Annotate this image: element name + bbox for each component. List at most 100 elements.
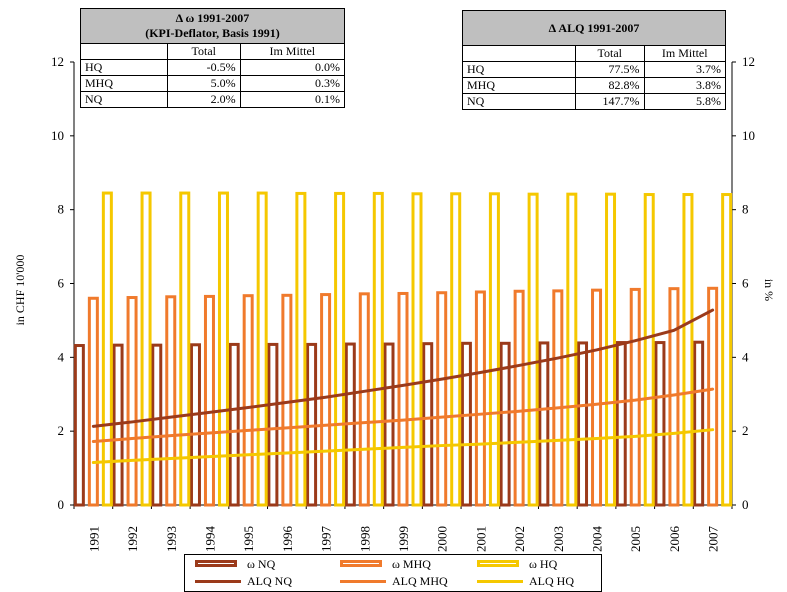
x-tick-label: 2003 (551, 526, 566, 552)
table-row: MHQ 5.0% 0.3% (80, 75, 346, 92)
x-tick-label: 2007 (706, 526, 721, 553)
bar (256, 191, 268, 507)
alq-change-table: Δ ALQ 1991-2007 Total Im Mittel HQ 77.5%… (462, 10, 727, 110)
y-tick-label-right: 8 (742, 202, 749, 217)
x-tick-label: 1994 (202, 526, 217, 553)
bar (643, 193, 655, 507)
tick-labels: 0 0 2 2 4 4 6 6 8 8 10 10 12 12 1991 1992 1993 1994 1995 19… (51, 54, 755, 552)
bar (654, 341, 666, 507)
row-total: 5.0% (167, 75, 241, 92)
series-line (91, 308, 715, 428)
bar (538, 341, 550, 507)
legend-label: ω HQ (529, 557, 558, 571)
bar (460, 341, 472, 507)
bar (295, 191, 307, 507)
legend-label: ω NQ (247, 557, 276, 571)
bar (577, 341, 589, 507)
row-total: 2.0% (167, 91, 241, 108)
table-row: NQ 147.7% 5.8% (462, 93, 727, 110)
row-total: 82.8% (575, 77, 645, 94)
bar (140, 191, 152, 507)
omega-table-corner (80, 43, 168, 60)
x-tick-label: 1996 (280, 526, 295, 553)
bar (513, 289, 525, 507)
alq-col-total: Total (575, 45, 645, 62)
legend-label: ALQ MHQ (392, 574, 448, 588)
alq-col-mean: Im Mittel (643, 45, 727, 62)
bar (605, 192, 617, 507)
legend-swatch-alq-nq (195, 580, 241, 583)
row-label: NQ (80, 91, 168, 108)
bar (267, 342, 279, 507)
bar (101, 191, 113, 507)
row-mean: 0.0% (239, 59, 346, 76)
row-total: 77.5% (575, 61, 645, 78)
y-axis-right-label: in % (762, 279, 776, 301)
bar (189, 343, 201, 507)
row-total: -0.5% (167, 59, 241, 76)
bar (411, 192, 423, 507)
row-mean: 5.8% (643, 93, 727, 110)
omega-table-title-line2: (KPI-Deflator, Basis 1991) (145, 26, 280, 40)
y-tick-label-left: 6 (58, 276, 65, 291)
x-tick-label: 1995 (241, 526, 256, 552)
bar (334, 191, 346, 507)
row-mean: 3.8% (643, 77, 727, 94)
x-tick-label: 1992 (125, 526, 140, 552)
omega-col-mean: Im Mittel (239, 43, 346, 60)
x-tick-label: 2004 (590, 526, 605, 553)
bar (217, 191, 229, 507)
bar (693, 340, 705, 507)
bar (527, 192, 539, 507)
y-tick-label-right: 10 (742, 128, 755, 143)
y-tick-label-right: 4 (742, 349, 749, 364)
row-label: HQ (462, 61, 576, 78)
legend-swatch-omega-mhq (340, 560, 382, 567)
bar (682, 193, 694, 507)
table-row: HQ 77.5% 3.7% (462, 61, 727, 78)
table-row: NQ 2.0% 0.1% (80, 91, 346, 108)
alq-table-title: Δ ALQ 1991-2007 (462, 10, 726, 46)
row-mean: 0.1% (239, 91, 346, 108)
legend-label: ω MHQ (392, 557, 431, 571)
bar (165, 295, 177, 507)
bar (320, 293, 332, 507)
x-tick-label: 1998 (357, 526, 372, 552)
bar (203, 294, 215, 507)
omega-table-title-line1: Δ ω 1991-2007 (175, 11, 250, 25)
bar (372, 191, 384, 507)
bar (383, 342, 395, 507)
x-tick-label: 2005 (628, 526, 643, 552)
y-tick-label-right: 0 (742, 497, 749, 512)
alq-table-corner (462, 45, 576, 62)
x-tick-label: 1991 (86, 526, 101, 552)
row-mean: 3.7% (643, 61, 727, 78)
bar (566, 192, 578, 507)
legend-swatch-omega-nq (195, 560, 237, 567)
y-tick-label-right: 12 (742, 54, 755, 69)
y-tick-label-left: 12 (51, 54, 64, 69)
y-tick-label-left: 8 (58, 202, 65, 217)
x-tick-label: 2002 (512, 526, 527, 552)
omega-change-table: Δ ω 1991-2007 (KPI-Deflator, Basis 1991)… (80, 8, 346, 108)
bar (126, 296, 138, 507)
row-total: 147.7% (575, 93, 645, 110)
table-row: HQ -0.5% 0.0% (80, 59, 346, 76)
bar (358, 292, 370, 507)
x-tick-label: 1997 (319, 526, 334, 553)
bar (422, 342, 434, 507)
x-tick-label: 2001 (473, 526, 488, 552)
x-tick-label: 2006 (667, 526, 682, 553)
bar (397, 291, 409, 507)
y-tick-label-left: 2 (58, 423, 65, 438)
y-tick-label-right: 6 (742, 276, 749, 291)
omega-col-total: Total (167, 43, 241, 60)
bar (552, 289, 564, 507)
bar (591, 288, 603, 507)
bar (151, 343, 163, 507)
row-label: MHQ (80, 75, 168, 92)
row-mean: 0.3% (239, 75, 346, 92)
chart-legend: ω NQ ω MHQ ω HQ ALQ NQ ALQ MHQ ALQ HQ (184, 554, 602, 592)
line-layer (91, 308, 715, 465)
